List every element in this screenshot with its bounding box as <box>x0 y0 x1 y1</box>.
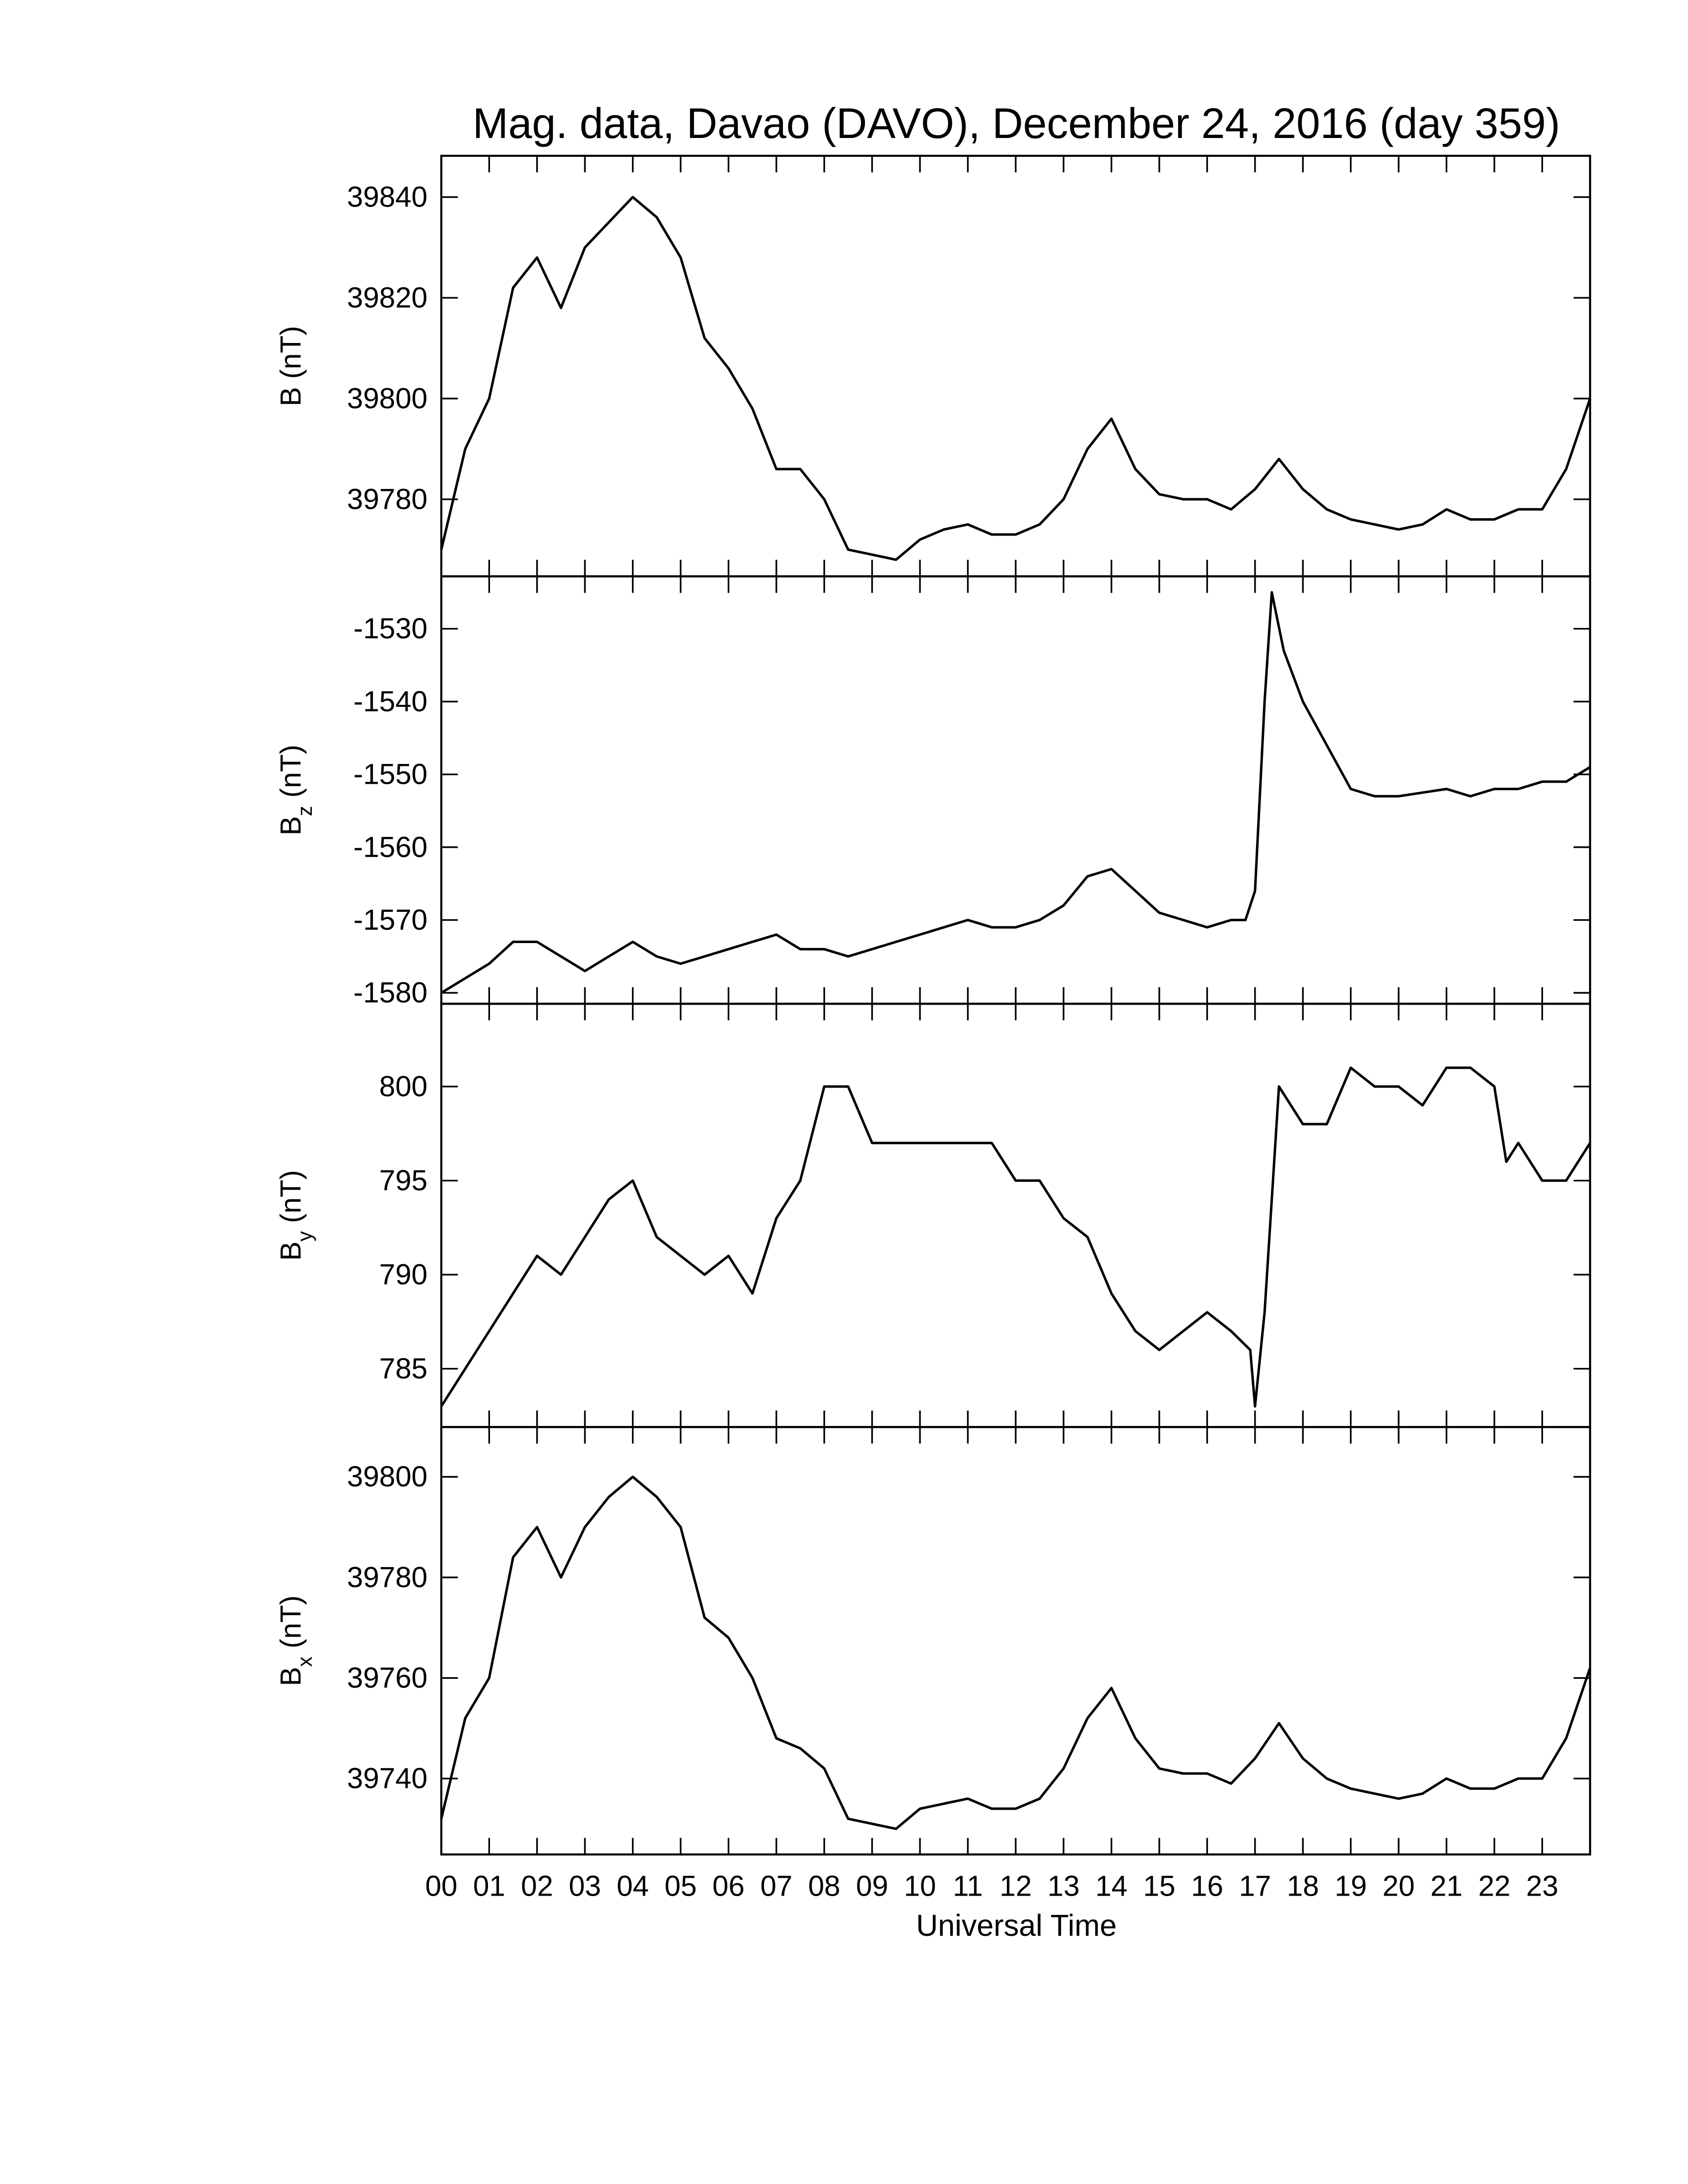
y-axis-label: Bx (nT) <box>275 1595 316 1686</box>
x-axis-label: Universal Time <box>916 1909 1117 1942</box>
y-tick-label: 39800 <box>347 382 427 414</box>
x-tick-label: 06 <box>712 1870 745 1902</box>
y-label-sub: x <box>293 1656 316 1667</box>
x-tick-label: 22 <box>1478 1870 1511 1902</box>
y-tick-label: -1550 <box>353 758 427 791</box>
y-label-sub: y <box>293 1231 316 1241</box>
x-tick-label: 10 <box>904 1870 936 1902</box>
x-tick-label: 07 <box>760 1870 792 1902</box>
x-tick-label: 11 <box>953 1870 983 1902</box>
y-tick-label: 795 <box>379 1164 427 1197</box>
y-axis-label: By (nT) <box>275 1170 316 1261</box>
panel-frame <box>440 1426 1591 1856</box>
y-tick-label: 39740 <box>347 1763 427 1795</box>
x-tick-label: 15 <box>1143 1870 1176 1902</box>
y-label-space <box>275 798 307 806</box>
x-tick-label: 13 <box>1048 1870 1080 1902</box>
y-tick-label: 785 <box>379 1353 427 1385</box>
x-tick-label: 16 <box>1191 1870 1223 1902</box>
y-tick-label: 790 <box>379 1258 427 1291</box>
x-tick-label: 19 <box>1335 1870 1367 1902</box>
y-tick-label: -1570 <box>353 904 427 936</box>
data-line <box>440 1475 1592 1830</box>
y-tick-label: 39800 <box>347 1461 427 1493</box>
x-tick-label: 00 <box>425 1870 457 1902</box>
x-tick-label: 04 <box>617 1870 649 1902</box>
x-tick-label: 17 <box>1239 1870 1271 1902</box>
x-tick-label: 14 <box>1095 1870 1127 1902</box>
y-label-space <box>275 379 307 387</box>
x-tick-label: 01 <box>473 1870 505 1902</box>
y-label-base: B <box>275 1241 307 1261</box>
y-tick-label: 39840 <box>347 181 427 213</box>
y-tick-label: -1580 <box>353 977 427 1009</box>
y-tick-label: -1560 <box>353 831 427 863</box>
y-tick-label: -1530 <box>353 613 427 645</box>
chart-title: Mag. data, Davao (DAVO), December 24, 20… <box>473 100 1560 147</box>
y-tick-label: 39780 <box>347 1561 427 1593</box>
y-label-sub: z <box>293 806 316 816</box>
y-label-unit: (nT) <box>275 745 307 798</box>
y-tick-label: 39780 <box>347 483 427 515</box>
y-label-unit: (nT) <box>275 326 307 379</box>
x-tick-label: 18 <box>1287 1870 1319 1902</box>
x-tick-label: 05 <box>665 1870 697 1902</box>
x-tick-label: 23 <box>1526 1870 1558 1902</box>
panel-frame <box>440 575 1591 1005</box>
x-tick-label: 02 <box>521 1870 553 1902</box>
y-label-space <box>275 1223 307 1231</box>
y-axis-label: B (nT) <box>275 326 307 406</box>
x-tick-label: 08 <box>808 1870 841 1902</box>
x-tick-label: 20 <box>1383 1870 1415 1902</box>
y-label-space <box>275 1648 307 1656</box>
y-tick-label: 39820 <box>347 281 427 314</box>
y-label-base: B <box>275 387 307 407</box>
x-tick-label: 21 <box>1430 1870 1463 1902</box>
y-tick-label: 800 <box>379 1070 427 1102</box>
y-tick-label: -1540 <box>353 685 427 718</box>
y-axis-label: Bz (nT) <box>275 745 316 835</box>
x-tick-label: 09 <box>856 1870 888 1902</box>
y-label-base: B <box>275 1667 307 1686</box>
data-line <box>440 591 1591 994</box>
data-line <box>440 196 1592 561</box>
x-tick-label: 12 <box>999 1870 1032 1902</box>
y-label-unit: (nT) <box>275 1595 307 1648</box>
x-tick-label: 03 <box>569 1870 601 1902</box>
data-line <box>440 1066 1591 1408</box>
y-label-base: B <box>275 816 307 835</box>
y-tick-label: 39760 <box>347 1662 427 1694</box>
y-label-unit: (nT) <box>275 1170 307 1223</box>
panel-frame <box>440 1003 1591 1429</box>
